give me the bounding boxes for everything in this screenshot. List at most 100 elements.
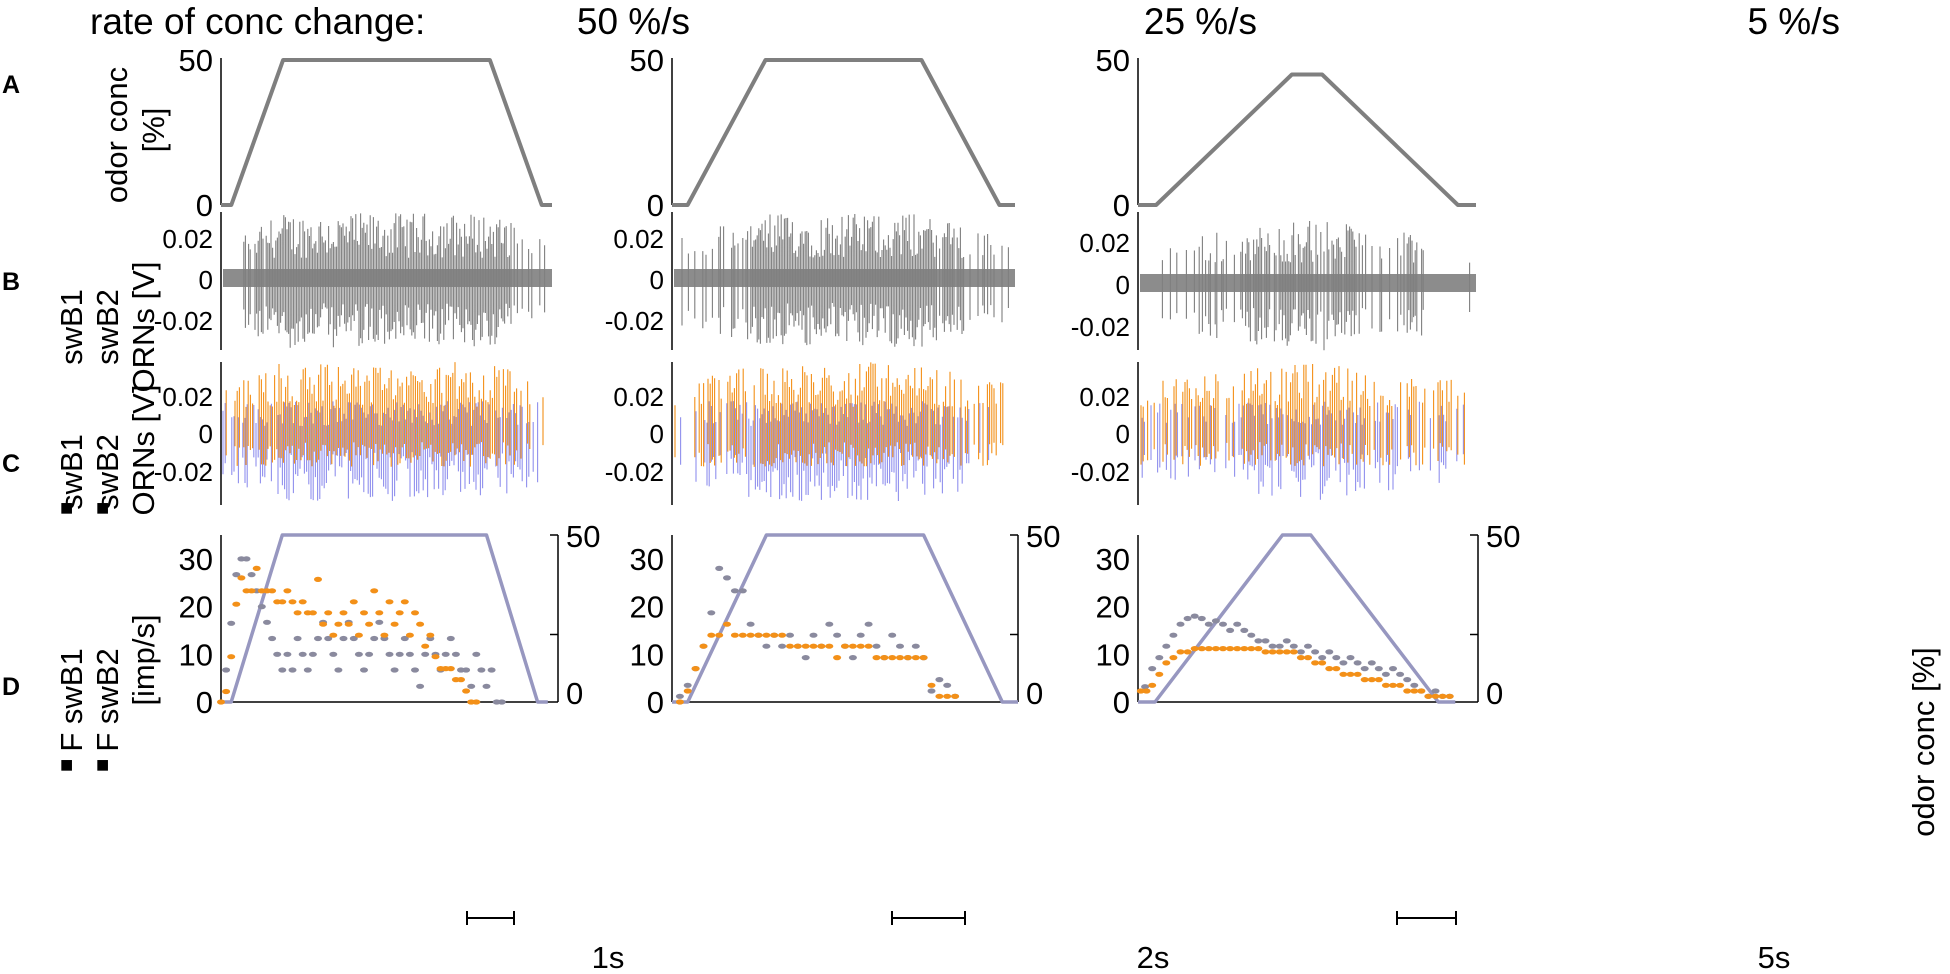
swb1-rate-point	[222, 667, 231, 673]
swb2-rate-point	[1410, 688, 1419, 694]
swb2-rate-point	[1219, 646, 1227, 652]
swb1-rate-point	[1141, 684, 1150, 690]
ylabel-b-line1: swB1	[54, 289, 89, 365]
swb1-rate-point	[1410, 682, 1419, 688]
ylabel-d-line2: F swB2	[90, 648, 125, 751]
swb1-rate-point	[283, 651, 292, 657]
swb1-rate-point	[1374, 666, 1383, 672]
swb2-rate-point	[730, 632, 739, 638]
swb1-rate-point	[746, 621, 755, 627]
swb2-rate-point	[431, 654, 440, 660]
swb1-rate-point	[354, 651, 363, 657]
swb2-rate-point	[927, 682, 936, 688]
swb2-rate-point	[1381, 682, 1390, 688]
swb1-rate-point	[268, 635, 277, 642]
swb2-rate-point	[1247, 646, 1256, 652]
swb1-spikes	[1141, 401, 1464, 500]
tick-label-b: -0.02	[1071, 312, 1130, 342]
tick-label-c: -0.02	[154, 457, 213, 487]
tick-label-a: 50	[1096, 43, 1130, 78]
swb2-rate-point	[278, 599, 287, 605]
swb1-rate-point	[1381, 671, 1390, 677]
swb2-rate-point	[872, 655, 881, 661]
swb2-rate-point	[1346, 671, 1355, 677]
swb1-rate-point	[1360, 666, 1369, 672]
swb2-rate-point	[1183, 649, 1192, 655]
tick-label-b: 0	[650, 265, 664, 295]
tick-label-c: 0	[650, 419, 664, 449]
ylabel-d-line1: F swB1	[54, 648, 89, 751]
swb1-rate-point	[314, 635, 322, 642]
swb1-rate-point	[446, 635, 455, 642]
tick-label-b: 0	[1116, 270, 1130, 300]
swb2-rate-point	[1445, 693, 1454, 699]
swb1-rate-point	[1148, 666, 1157, 672]
tick-label-a: 50	[179, 43, 213, 78]
swb1-rate-point	[441, 651, 450, 657]
swb2-rate-point	[360, 610, 368, 616]
tick-label-d: 10	[1096, 637, 1130, 672]
swb2-rate-point	[691, 666, 700, 672]
swb1-rate-point	[334, 667, 343, 673]
swb2-rate-point	[1311, 660, 1320, 666]
swb1-rate-point	[375, 619, 384, 625]
spike-trace	[681, 214, 1009, 347]
swb1-spikes	[222, 401, 539, 501]
swb1-rate-point	[1353, 660, 1362, 666]
tick-label-c: 0.02	[613, 382, 664, 412]
swb1-rate-point	[293, 635, 302, 642]
swb2-rate-point	[1353, 671, 1362, 677]
panel-letter-a: A	[2, 71, 20, 99]
swb2-rate-point	[344, 621, 353, 627]
swb2-rate-point	[390, 621, 399, 627]
swb2-rate-point	[308, 610, 317, 616]
swb2-rate-point	[723, 621, 731, 627]
swb1-rate-point	[242, 556, 251, 562]
ylabel-d-right: odor conc [%]	[1906, 647, 1941, 837]
swb1-rate-point	[833, 632, 842, 638]
swb1-rate-point	[400, 635, 409, 642]
swb2-rate-point	[237, 575, 246, 581]
swb2-rate-point	[405, 632, 414, 638]
swb1-rate-point	[683, 682, 692, 688]
swb1-rate-point	[247, 572, 256, 578]
swb2-rate-point	[919, 655, 928, 661]
tick-label-c: -0.02	[1071, 457, 1130, 487]
swb2-rate-point	[1240, 646, 1249, 652]
tick-label-b: 0.02	[613, 224, 664, 254]
swb2-rate-point	[935, 693, 944, 699]
tick-label-d: 30	[179, 542, 213, 577]
ylabel-c-line3: ORNs [V]	[126, 385, 161, 516]
swb1-rate-point	[416, 683, 425, 689]
swb1-rate-point	[370, 635, 379, 642]
tick-label-d: 10	[630, 637, 664, 672]
panel-letter-c: C	[2, 450, 20, 478]
swb2-rate-point	[896, 655, 904, 661]
swb2-rate-point	[1169, 655, 1178, 661]
swb2-rate-point	[1204, 646, 1213, 652]
tick-label-d: 20	[630, 590, 664, 625]
swb1-rate-point	[1275, 643, 1284, 649]
swb1-rate-point	[497, 699, 506, 705]
swb2-rate-point	[833, 655, 842, 661]
swb1-rate-point	[349, 635, 358, 642]
swb2-rate-point	[426, 632, 435, 638]
swb1-rate-point	[1155, 655, 1164, 661]
swb1-rate-point	[1311, 649, 1320, 655]
ylabel-d-line3: [imp/s]	[126, 614, 161, 705]
swb1-rate-point	[1197, 615, 1206, 622]
ylabel-c-line2: swB2	[90, 434, 125, 510]
swb2-rate-point	[786, 643, 794, 649]
swb2-rate-point	[793, 643, 802, 649]
swb1-rate-point	[395, 651, 404, 657]
swb2-rate-point	[314, 576, 322, 583]
swb2-rate-point	[1233, 646, 1242, 652]
tick-label-d: 20	[1096, 590, 1130, 625]
swb1-rate-point	[257, 604, 266, 610]
plots-layer: 0500500500.020-0.020.020-0.020.020-0.020…	[154, 43, 1520, 925]
tick-label-a: 0	[647, 188, 664, 223]
swb2-rate-point	[1417, 688, 1426, 694]
swb2-rate-point	[715, 632, 724, 638]
swb1-rate-point	[872, 643, 881, 649]
